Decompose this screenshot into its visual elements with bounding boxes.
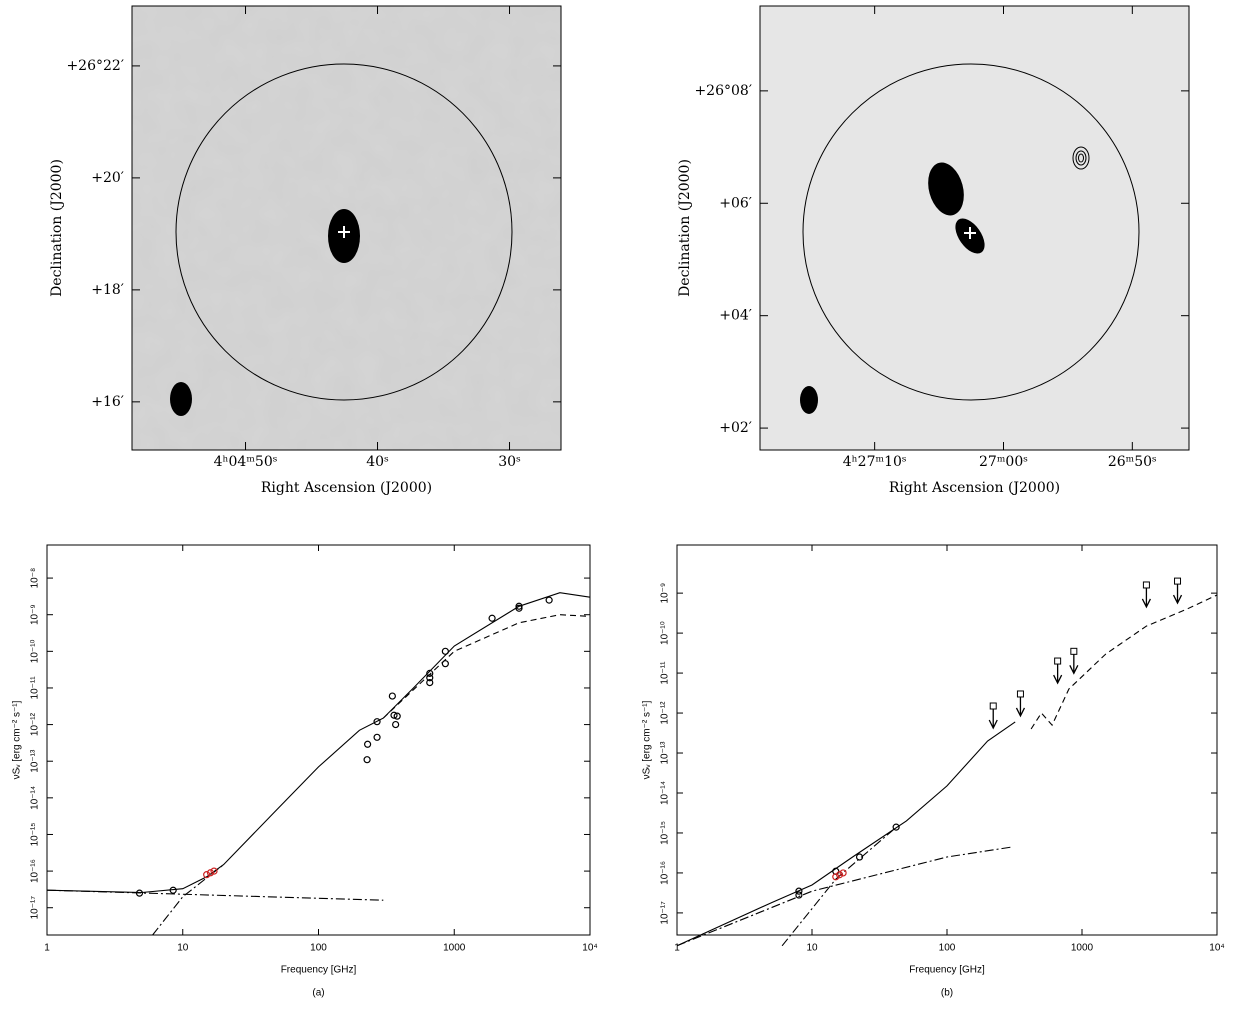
y-tick-label: +04′ <box>719 308 752 324</box>
limit-arrow <box>1174 584 1182 603</box>
y-tick-label: 10⁻¹¹ <box>30 676 41 700</box>
model-curve <box>383 615 590 718</box>
data-point <box>389 693 395 699</box>
limit-arrow <box>1070 654 1078 673</box>
y-tick-label: 10⁻¹¹ <box>660 661 671 685</box>
upper-limit <box>990 703 996 709</box>
y-tick-label: 10⁻¹⁴ <box>30 786 41 810</box>
x-tick-label: 26ᵐ50ˢ <box>1108 454 1157 470</box>
y-tick-label: 10⁻¹³ <box>660 741 671 765</box>
x-tick-label: 30ˢ <box>498 454 521 470</box>
x-tick-label: 10⁴ <box>1209 943 1224 954</box>
x-tick-label: 4ʰ27ᵐ10ˢ <box>843 454 907 470</box>
y-tick-label: +06′ <box>719 195 752 211</box>
map-panel-b <box>760 6 1189 450</box>
x-tick-label: 1 <box>44 943 50 954</box>
upper-limit <box>1071 648 1077 654</box>
y-tick-label: 10⁻¹⁶ <box>30 859 41 883</box>
x-axis-title: Frequency [GHz] <box>281 965 357 976</box>
x-tick-label: 1000 <box>443 943 466 954</box>
y-tick-label: 10⁻¹⁵ <box>30 823 41 847</box>
caption: (a) <box>312 988 324 999</box>
x-tick-label: 27ᵐ00ˢ <box>979 454 1028 470</box>
upper-limit <box>1175 578 1181 584</box>
x-axis-title: Frequency [GHz] <box>909 965 985 976</box>
figure: 4ʰ04ᵐ50ˢ 40ˢ 30ˢ +26°22′ +20′ +18′ +16′ Right A… <box>0 0 1237 1006</box>
y-tick-label: +18′ <box>91 282 124 298</box>
upper-limit <box>1055 658 1061 664</box>
limit-arrow <box>1054 664 1062 683</box>
x-axis-title: Right Ascension (J2000) <box>889 480 1060 496</box>
y-axis-title: Declination (J2000) <box>677 159 693 297</box>
y-tick-label: 10⁻⁹ <box>660 583 671 604</box>
data-point <box>393 722 399 728</box>
y-tick-label: +26°22′ <box>66 58 124 74</box>
y-axis-title: Declination (J2000) <box>49 159 65 297</box>
upper-limit <box>1017 691 1023 697</box>
data-point <box>546 597 552 603</box>
y-tick-label: 10⁻¹⁰ <box>30 639 41 663</box>
limit-arrow <box>1142 588 1150 607</box>
model-curve <box>47 593 590 893</box>
data-point <box>364 757 370 763</box>
y-tick-label: 10⁻¹⁵ <box>660 821 671 845</box>
y-axis-title: νSᵥ [erg cm⁻² s⁻¹] <box>642 700 653 779</box>
beam <box>170 382 192 416</box>
beam <box>800 386 818 414</box>
limit-arrow <box>989 709 997 728</box>
data-point <box>796 892 802 898</box>
map-panel-a <box>132 6 561 450</box>
y-tick-label: 10⁻¹⁴ <box>660 781 671 805</box>
plot-frame <box>677 545 1217 935</box>
page: {"chart_data": [ {"type": "map", "xlabel… <box>0 0 1237 1006</box>
y-tick-label: +16′ <box>91 394 124 410</box>
x-tick-label: 1000 <box>1071 943 1094 954</box>
y-tick-label: 10⁻¹² <box>30 712 41 736</box>
x-tick-label: 40ˢ <box>366 454 389 470</box>
model-curve <box>677 722 1015 946</box>
y-tick-label: 10⁻¹⁷ <box>660 901 671 925</box>
y-tick-label: 10⁻⁹ <box>30 604 41 625</box>
plot-frame <box>47 545 590 935</box>
y-tick-label: 10⁻¹³ <box>30 749 41 773</box>
y-tick-label: 10⁻¹² <box>660 701 671 725</box>
data-point <box>893 824 899 830</box>
model-curve <box>1031 595 1217 729</box>
y-tick-label: 10⁻¹⁶ <box>660 861 671 885</box>
sed-axes: 1 10 100 1000 10⁴ 10⁻¹⁷ 10⁻¹⁶ 10⁻¹⁵ 10⁻¹⁴ 10⁻¹³ 10… <box>12 545 598 999</box>
data-point <box>374 734 380 740</box>
x-tick-label: 4ʰ04ᵐ50ˢ <box>214 454 278 470</box>
limit-arrow <box>1016 697 1024 716</box>
data-point <box>489 615 495 621</box>
x-tick-label: 100 <box>939 943 956 954</box>
x-tick-label: 10⁴ <box>582 943 597 954</box>
y-axis-title: νSᵥ [erg cm⁻² s⁻¹] <box>12 700 23 779</box>
y-tick-label: +02′ <box>719 420 752 436</box>
y-tick-label: 10⁻¹⁷ <box>30 896 41 920</box>
y-tick-label: 10⁻⁸ <box>30 568 41 589</box>
y-tick-label: +26°08′ <box>694 83 752 99</box>
caption: (b) <box>941 988 953 999</box>
y-tick-label: 10⁻¹⁰ <box>660 621 671 645</box>
y-tick-label: +20′ <box>91 170 124 186</box>
data-point <box>442 661 448 667</box>
data-point <box>442 648 448 654</box>
x-tick-label: 100 <box>310 943 327 954</box>
upper-limit <box>1143 582 1149 588</box>
x-tick-label: 10 <box>806 943 818 954</box>
data-point <box>365 741 371 747</box>
x-axis-title: Right Ascension (J2000) <box>261 480 432 496</box>
x-tick-label: 10 <box>177 943 189 954</box>
